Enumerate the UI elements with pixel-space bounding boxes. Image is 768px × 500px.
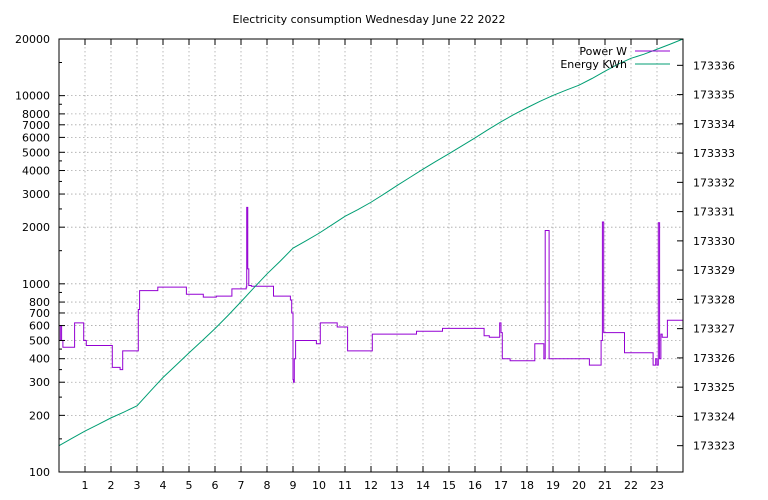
y-right-tick-label: 173326 bbox=[693, 352, 735, 365]
x-tick-label: 4 bbox=[160, 479, 167, 492]
y-left-tick-label: 20000 bbox=[15, 33, 50, 46]
x-tick-label: 9 bbox=[290, 479, 297, 492]
y-left-tick-label: 600 bbox=[29, 320, 50, 333]
y-left-tick-label: 5000 bbox=[22, 146, 50, 159]
y-left-tick-label: 10000 bbox=[15, 90, 50, 103]
y-right-tick-label: 173324 bbox=[693, 410, 735, 423]
y-right-tick-label: 173323 bbox=[693, 440, 735, 453]
y-right-tick-label: 173336 bbox=[693, 59, 735, 72]
y-left-tick-label: 300 bbox=[29, 376, 50, 389]
x-tick-label: 16 bbox=[468, 479, 482, 492]
y-right-tick-label: 173332 bbox=[693, 176, 735, 189]
x-tick-label: 13 bbox=[390, 479, 404, 492]
y-right-tick-label: 173330 bbox=[693, 235, 735, 248]
y-left-tick-label: 500 bbox=[29, 334, 50, 347]
y-left-tick-label: 8000 bbox=[22, 108, 50, 121]
y-right-tick-label: 173331 bbox=[693, 206, 735, 219]
x-tick-label: 11 bbox=[338, 479, 352, 492]
x-tick-label: 7 bbox=[238, 479, 245, 492]
y-right-tick-label: 173333 bbox=[693, 147, 735, 160]
legend: Power W Energy KWh bbox=[560, 45, 670, 71]
y-right-tick-label: 173335 bbox=[693, 89, 735, 102]
x-tick-label: 6 bbox=[212, 479, 219, 492]
y-right-tick-label: 173328 bbox=[693, 293, 735, 306]
y-left-tick-label: 200 bbox=[29, 409, 50, 422]
y-left-tick-label: 100 bbox=[29, 466, 50, 479]
x-tick-label: 22 bbox=[624, 479, 638, 492]
x-tick-label: 3 bbox=[134, 479, 141, 492]
x-tick-label: 23 bbox=[650, 479, 664, 492]
y-right-tick-label: 173327 bbox=[693, 323, 735, 336]
y-left-tick-label: 2000 bbox=[22, 221, 50, 234]
x-tick-label: 10 bbox=[312, 479, 326, 492]
y-left-tick-label: 6000 bbox=[22, 131, 50, 144]
x-tick-label: 18 bbox=[520, 479, 534, 492]
x-tick-label: 20 bbox=[572, 479, 586, 492]
x-tick-label: 21 bbox=[598, 479, 612, 492]
legend-label-energy: Energy KWh bbox=[560, 58, 627, 71]
x-tick-label: 17 bbox=[494, 479, 508, 492]
x-tick-label: 15 bbox=[442, 479, 456, 492]
x-tick-label: 14 bbox=[416, 479, 430, 492]
y-left-tick-label: 3000 bbox=[22, 188, 50, 201]
x-tick-label: 12 bbox=[364, 479, 378, 492]
y-left-tick-label: 400 bbox=[29, 353, 50, 366]
legend-label-power: Power W bbox=[579, 45, 627, 58]
y-left-tick-label: 800 bbox=[29, 296, 50, 309]
x-tick-label: 1 bbox=[82, 479, 89, 492]
chart-title: Electricity consumption Wednesday June 2… bbox=[233, 13, 506, 26]
y-left-tick-label: 1000 bbox=[22, 278, 50, 291]
x-tick-label: 2 bbox=[108, 479, 115, 492]
grid bbox=[59, 39, 683, 472]
y-right-tick-label: 173334 bbox=[693, 118, 735, 131]
x-tick-label: 8 bbox=[264, 479, 271, 492]
y-right-tick-label: 173325 bbox=[693, 381, 735, 394]
x-tick-label: 5 bbox=[186, 479, 193, 492]
ticks: 1 2 3 4 5 6 7 8 9 10 11 12 13 14 15 16 17 18 19 20 21 22 23100… bbox=[15, 33, 735, 492]
y-left-tick-label: 4000 bbox=[22, 165, 50, 178]
y-right-tick-label: 173329 bbox=[693, 264, 735, 277]
x-tick-label: 19 bbox=[546, 479, 560, 492]
